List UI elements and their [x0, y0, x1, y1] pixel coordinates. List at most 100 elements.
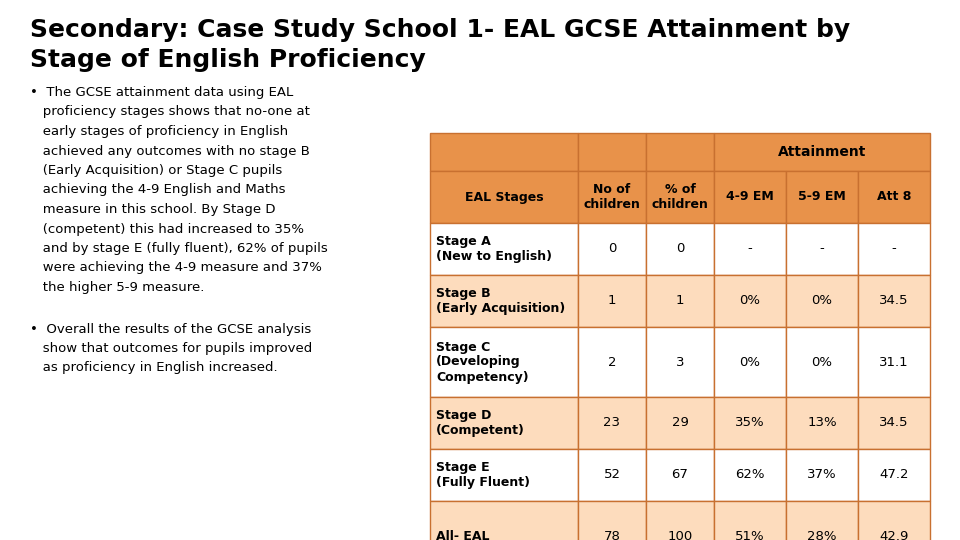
Text: were achieving the 4-9 measure and 37%: were achieving the 4-9 measure and 37% [30, 261, 322, 274]
Text: 0%: 0% [811, 294, 832, 307]
Text: 3: 3 [676, 355, 684, 368]
Bar [578, 223, 646, 275]
Bar [430, 223, 578, 275]
Bar [786, 171, 858, 223]
Text: % of
children: % of children [652, 183, 708, 211]
Text: EAL Stages: EAL Stages [465, 191, 543, 204]
Bar [646, 223, 714, 275]
Text: 0: 0 [608, 242, 616, 255]
Text: 52: 52 [604, 469, 620, 482]
Bar [786, 397, 858, 449]
Text: 0%: 0% [811, 355, 832, 368]
Text: Stage A
(New to English): Stage A (New to English) [436, 235, 552, 263]
Text: 5-9 EM: 5-9 EM [798, 191, 846, 204]
Text: •  Overall the results of the GCSE analysis: • Overall the results of the GCSE analys… [30, 322, 311, 335]
Text: 42.9: 42.9 [879, 530, 909, 540]
Text: 62%: 62% [735, 469, 765, 482]
Text: -: - [892, 242, 897, 255]
Text: 1: 1 [676, 294, 684, 307]
Bar [714, 449, 786, 501]
Bar [578, 133, 646, 171]
Text: 31.1: 31.1 [879, 355, 909, 368]
Bar [578, 171, 646, 223]
Bar [646, 327, 714, 397]
Bar [430, 133, 578, 171]
Text: 13%: 13% [807, 416, 837, 429]
Bar [430, 397, 578, 449]
Text: Att 8: Att 8 [876, 191, 911, 204]
Bar [430, 327, 578, 397]
Text: (Early Acquisition) or Stage C pupils: (Early Acquisition) or Stage C pupils [30, 164, 282, 177]
Bar [430, 449, 578, 501]
Bar [646, 275, 714, 327]
Bar [646, 171, 714, 223]
Text: All- EAL: All- EAL [436, 530, 490, 540]
Bar [786, 327, 858, 397]
Text: 4-9 EM: 4-9 EM [726, 191, 774, 204]
Bar [858, 223, 930, 275]
Text: -: - [820, 242, 825, 255]
Text: 1: 1 [608, 294, 616, 307]
Text: 100: 100 [667, 530, 692, 540]
Text: -: - [748, 242, 753, 255]
Bar [714, 133, 930, 171]
Text: 0: 0 [676, 242, 684, 255]
Text: Stage of English Proficiency: Stage of English Proficiency [30, 48, 425, 72]
Text: 37%: 37% [807, 469, 837, 482]
Bar [714, 223, 786, 275]
Text: 67: 67 [672, 469, 688, 482]
Text: 0%: 0% [739, 294, 760, 307]
Bar [786, 223, 858, 275]
Bar [646, 501, 714, 540]
Text: achieved any outcomes with no stage B: achieved any outcomes with no stage B [30, 145, 310, 158]
Text: as proficiency in English increased.: as proficiency in English increased. [30, 361, 277, 375]
Text: Attainment: Attainment [778, 145, 866, 159]
Text: the higher 5-9 measure.: the higher 5-9 measure. [30, 281, 204, 294]
Text: Stage B
(Early Acquisition): Stage B (Early Acquisition) [436, 287, 565, 315]
Text: Stage D
(Competent): Stage D (Competent) [436, 409, 525, 437]
Text: measure in this school. By Stage D: measure in this school. By Stage D [30, 203, 276, 216]
Text: 35%: 35% [735, 416, 765, 429]
Text: and by stage E (fully fluent), 62% of pupils: and by stage E (fully fluent), 62% of pu… [30, 242, 327, 255]
Bar [578, 275, 646, 327]
Text: No of
children: No of children [584, 183, 640, 211]
Bar [786, 275, 858, 327]
Bar [578, 327, 646, 397]
Bar [858, 275, 930, 327]
Text: early stages of proficiency in English: early stages of proficiency in English [30, 125, 288, 138]
Bar [858, 501, 930, 540]
Bar [578, 397, 646, 449]
Text: 47.2: 47.2 [879, 469, 909, 482]
Text: 34.5: 34.5 [879, 416, 909, 429]
Bar [430, 275, 578, 327]
Bar [858, 397, 930, 449]
Bar [646, 449, 714, 501]
Bar [646, 397, 714, 449]
Bar [714, 275, 786, 327]
Text: 2: 2 [608, 355, 616, 368]
Text: 78: 78 [604, 530, 620, 540]
Bar [786, 449, 858, 501]
Text: (competent) this had increased to 35%: (competent) this had increased to 35% [30, 222, 304, 235]
Bar [858, 327, 930, 397]
Text: •  The GCSE attainment data using EAL: • The GCSE attainment data using EAL [30, 86, 293, 99]
Bar [858, 171, 930, 223]
Bar [578, 501, 646, 540]
Bar [714, 501, 786, 540]
Bar [646, 133, 714, 171]
Bar [714, 171, 786, 223]
Text: 23: 23 [604, 416, 620, 429]
Text: achieving the 4-9 English and Maths: achieving the 4-9 English and Maths [30, 184, 285, 197]
Text: Stage E
(Fully Fluent): Stage E (Fully Fluent) [436, 461, 530, 489]
Text: 0%: 0% [739, 355, 760, 368]
Text: Stage C
(Developing
Competency): Stage C (Developing Competency) [436, 341, 529, 383]
Text: proficiency stages shows that no-one at: proficiency stages shows that no-one at [30, 105, 310, 118]
Bar [786, 501, 858, 540]
Text: 51%: 51% [735, 530, 765, 540]
Bar [430, 501, 578, 540]
Bar [430, 171, 578, 223]
Text: show that outcomes for pupils improved: show that outcomes for pupils improved [30, 342, 312, 355]
Bar [714, 327, 786, 397]
Text: 28%: 28% [807, 530, 837, 540]
Text: 29: 29 [672, 416, 688, 429]
